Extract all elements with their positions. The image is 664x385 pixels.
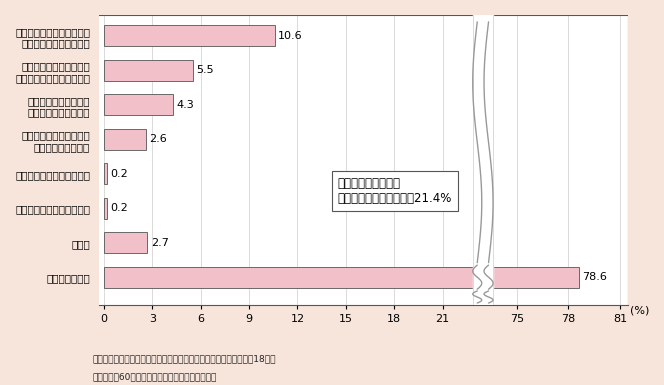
Text: 2.7: 2.7 <box>151 238 169 248</box>
Text: 5.5: 5.5 <box>196 65 213 75</box>
Bar <box>104 129 146 149</box>
Bar <box>104 163 107 184</box>
Bar <box>473 1 493 305</box>
Bar <box>104 232 147 253</box>
Bar <box>104 60 193 80</box>
Text: 2.6: 2.6 <box>149 134 167 144</box>
Bar <box>104 25 275 46</box>
Bar <box>104 267 579 288</box>
Text: 0.2: 0.2 <box>110 169 128 179</box>
Text: （注）全国60歳以上の男女を対象とした調査結果: （注）全国60歳以上の男女を対象とした調査結果 <box>93 372 217 381</box>
Text: (%): (%) <box>629 305 649 315</box>
Text: 0.2: 0.2 <box>110 203 128 213</box>
Text: 資料：内閣府「高齢者の生活と意識に関する国際比較調査」（平成18年）: 資料：内閣府「高齢者の生活と意識に関する国際比較調査」（平成18年） <box>93 355 276 364</box>
Text: 何らかの学習活動に
参加している者の割合　21.4%: 何らかの学習活動に 参加している者の割合 21.4% <box>338 177 452 205</box>
Bar <box>104 198 107 219</box>
Text: 4.3: 4.3 <box>177 100 194 110</box>
Text: 78.6: 78.6 <box>582 272 607 282</box>
Bar <box>104 94 173 115</box>
Text: 10.6: 10.6 <box>278 31 303 41</box>
